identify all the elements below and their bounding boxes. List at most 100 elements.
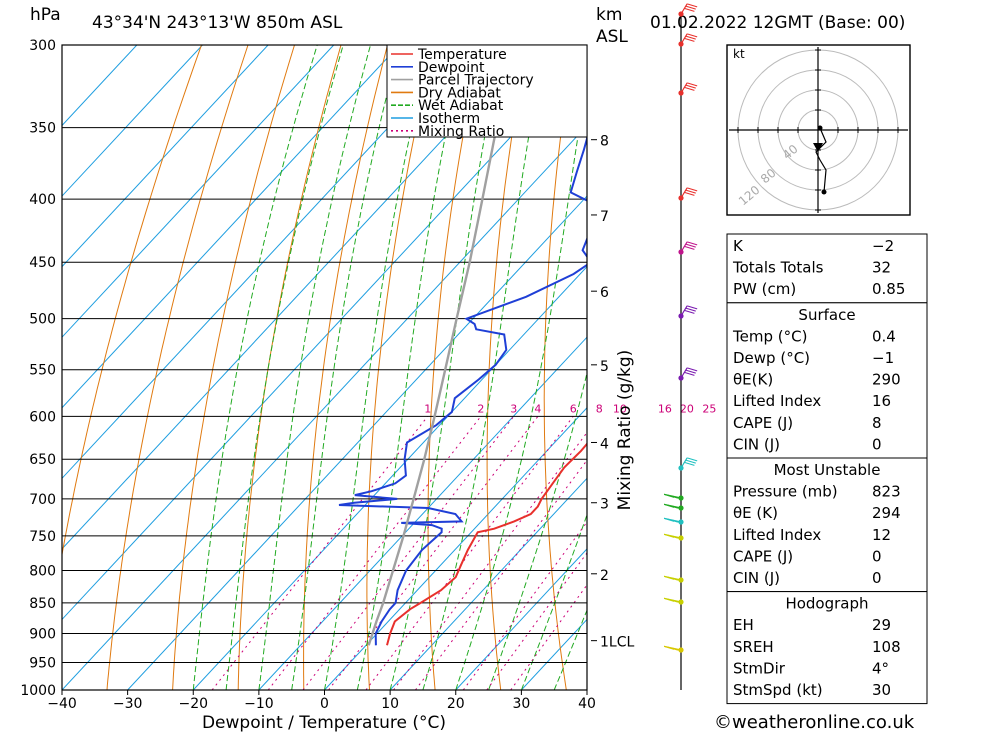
wind-barb-flag — [671, 505, 682, 510]
wind-barb-flag — [686, 82, 698, 87]
dry-adiabat-line — [946, 45, 1000, 690]
legend-entry: Temperature — [417, 47, 507, 63]
table-row-label: Dewp (°C) — [733, 349, 810, 367]
dry-adiabat-line — [237, 45, 342, 690]
table-row-value: 4° — [872, 659, 889, 677]
isotherm-line — [62, 45, 531, 550]
table-row-value: 823 — [872, 483, 901, 501]
wind-barb-flag — [684, 461, 695, 466]
mixing-ratio-label: 1 — [424, 402, 431, 415]
hodograph-start-dot — [817, 125, 823, 131]
pressure-gridlines — [62, 44, 587, 691]
legend-entry: Wet Adiabat — [418, 98, 504, 114]
isotherm-line — [127, 195, 587, 690]
wind-barb-flag — [671, 647, 682, 652]
wind-barb — [680, 82, 688, 94]
table-row-label: SREH — [733, 638, 774, 656]
pressure-tick-label: 350 — [29, 121, 56, 137]
pressure-tick-label: 650 — [29, 452, 56, 468]
height-tick-label: 1LCL — [600, 635, 634, 651]
pressure-tick-label: 500 — [29, 312, 56, 328]
height-unit-asl-label: ASL — [596, 27, 628, 47]
wind-barb — [680, 3, 688, 15]
wind-barb-flag — [686, 241, 698, 246]
table-row-label: θE (K) — [733, 504, 778, 522]
wind-barb-flag — [685, 243, 696, 248]
table-row-label: PW (cm) — [733, 280, 796, 298]
table-row-label: Totals Totals — [732, 259, 824, 277]
x-axis-label: Dewpoint / Temperature (°C) — [202, 713, 446, 733]
wind-barb — [680, 305, 688, 317]
wind-barb-flag — [685, 189, 696, 194]
pressure-tick-labels: 300 350 400 450 500 550 600 650 700 750 800 850 900 9… — [20, 38, 56, 699]
wind-barb-flag — [686, 305, 698, 310]
height-tick-label: 8 — [600, 134, 609, 150]
wind-barb-flag — [686, 457, 698, 462]
isotherm-line — [62, 124, 587, 690]
pressure-tick-label: 950 — [29, 656, 56, 672]
table-row-value: 0 — [872, 547, 882, 565]
wind-barb-flag — [686, 33, 698, 38]
table-row-value: −2 — [872, 237, 894, 255]
wind-barb-flag — [671, 577, 682, 582]
location-label: 43°34'N 243°13'W 850m ASL — [92, 13, 343, 33]
table-row-label: K — [733, 237, 744, 255]
legend-entry: Dewpoint — [418, 60, 485, 76]
parcel-trajectory-line — [367, 45, 516, 646]
mixing-ratio-label: 25 — [702, 402, 716, 415]
pressure-tick-label: 400 — [29, 192, 56, 208]
isotherm-line — [62, 54, 587, 621]
wind-barb-flag — [684, 37, 695, 42]
legend-entry: Dry Adiabat — [418, 85, 501, 101]
wind-barb-flag — [685, 35, 696, 40]
table-row-label: Lifted Index — [733, 392, 821, 410]
table-row-value: 16 — [872, 392, 891, 410]
wind-barb-flag — [685, 459, 696, 464]
mixing-ratio-line — [462, 521, 587, 690]
mixing-ratio-label: 20 — [680, 402, 694, 415]
table-row-label: θE(K) — [733, 371, 773, 389]
surface-title: Surface — [798, 306, 855, 324]
hodograph: kt 40 80 120 — [726, 44, 911, 216]
mixing-ratio-line — [328, 416, 539, 690]
plot-frame — [61, 44, 588, 691]
wet-adiabat-line — [356, 45, 466, 690]
temperature-tick-label: 10 — [381, 696, 399, 712]
wet-adiabat-line — [324, 45, 432, 690]
pressure-tick-label: 450 — [29, 255, 56, 271]
wind-barb-flag — [671, 599, 682, 604]
temperature-tick-label: 30 — [512, 696, 530, 712]
table-row-value: 0 — [872, 569, 882, 587]
table-row-label: CAPE (J) — [733, 414, 793, 432]
temperature-tick-labels: −40 −30 −20 −10 0 10 20 30 40 — [47, 690, 596, 712]
height-unit-label: km — [596, 5, 622, 25]
wind-barb-flag — [685, 369, 696, 374]
temperature-tick-label: −10 — [244, 696, 274, 712]
mixing-ratio-labels: 1 2 3 4 6 8 10 16 20 25 — [424, 402, 716, 415]
wind-barb-flag — [686, 367, 698, 372]
wind-barb-flag — [671, 519, 682, 524]
mixing-ratio-line — [267, 416, 482, 690]
wind-barb-flag — [684, 7, 695, 12]
table-row-value: 29 — [872, 616, 891, 634]
wind-barb-flag — [684, 191, 695, 196]
profile-series — [338, 45, 587, 646]
datetime-label: 01.02.2022 12GMT (Base: 00) — [650, 13, 905, 33]
table-row-label: StmDir — [733, 659, 786, 677]
table-row-value: 8 — [872, 414, 882, 432]
temperature-tick-label: −40 — [47, 696, 77, 712]
temperature-line — [386, 442, 587, 646]
wet-adiabat-line — [225, 45, 344, 690]
pressure-unit-label: hPa — [30, 5, 61, 25]
mixing-ratio-label: 6 — [570, 402, 577, 415]
table-row-value: 0.85 — [872, 280, 905, 298]
wind-barb — [680, 33, 688, 45]
hodo-table-table — [726, 591, 928, 705]
wind-barb-flag — [685, 5, 696, 10]
isotherm-line — [62, 45, 335, 338]
mixing-ratio-label: 2 — [477, 402, 484, 415]
table-row-value: 12 — [872, 526, 891, 544]
mixing-ratio-label: 16 — [658, 402, 672, 415]
wind-barb-flag — [685, 307, 696, 312]
